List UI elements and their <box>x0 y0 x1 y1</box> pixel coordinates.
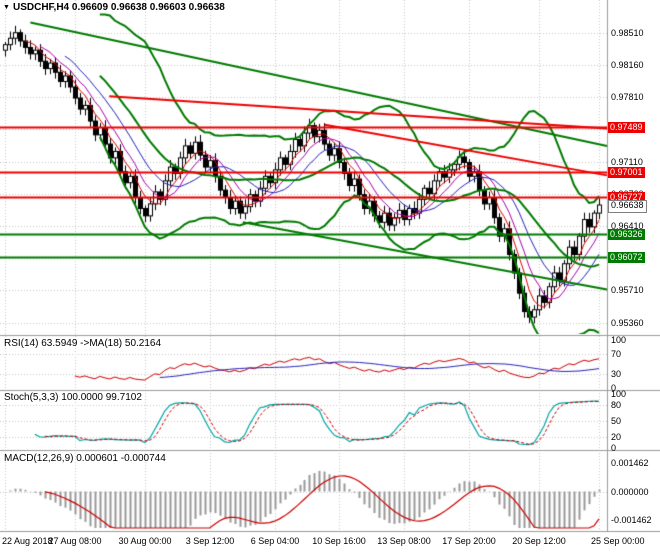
price-axis-label: 0.96410 <box>611 221 644 231</box>
price-axis-label: 0.98160 <box>611 60 644 70</box>
time-axis-label: 25 Sep 00:00 <box>591 536 645 546</box>
rsi-indicator-title: RSI(14) 63.5949 ->MA(18) 50.2164 <box>4 338 162 349</box>
price-tag-0.96638: 0.96638 <box>608 200 647 213</box>
time-axis-label: 10 Sep 16:00 <box>312 536 366 546</box>
stoch-axis-label: 20 <box>611 432 622 442</box>
time-axis-label: 3 Sep 12:00 <box>185 536 235 546</box>
stoch-axis-label: 0 <box>611 443 617 453</box>
rsi-axis-label: 70 <box>611 349 622 359</box>
time-axis-label: 13 Sep 08:00 <box>377 536 431 546</box>
price-axis-label: 0.95710 <box>611 285 644 295</box>
time-axis-label: 30 Aug 00:00 <box>118 536 172 546</box>
time-axis-label: 17 Sep 20:00 <box>442 536 496 546</box>
macd-indicator-title: MACD(12,26,9) 0.000601 -0.000744 <box>4 453 166 464</box>
stoch-axis-label: 50 <box>611 416 622 426</box>
stoch-indicator-title: Stoch(5,3,3) 100.0000 99.7102 <box>4 392 142 403</box>
macd-axis-label: -0.001462 <box>611 515 652 525</box>
time-axis-label: 27 Aug 08:00 <box>48 536 102 546</box>
macd-axis-label: 0.001462 <box>611 458 649 468</box>
price-axis-label: 0.97810 <box>611 92 644 102</box>
price-axis-label: 0.95360 <box>611 318 644 328</box>
stoch-axis-label: 80 <box>611 400 622 410</box>
symbol-marker-icon: ▼ <box>3 4 10 11</box>
price-tag-0.97489: 0.97489 <box>608 122 645 133</box>
rsi-axis-label: 30 <box>611 369 622 379</box>
chart-title: USDCHF,H4 0.96609 0.96638 0.96603 0.9663… <box>13 2 225 13</box>
time-axis-label: 6 Sep 04:00 <box>250 536 300 546</box>
stoch-axis-label: 100 <box>611 389 627 399</box>
price-tag-0.96727: 0.96727 <box>608 192 645 203</box>
price-axis-label: 0.97110 <box>611 157 643 167</box>
price-tag-0.96326: 0.96326 <box>608 229 645 240</box>
macd-axis-label: 0.000000 <box>611 487 649 497</box>
price-tag-0.96072: 0.96072 <box>608 252 645 263</box>
time-axis-label: 20 Sep 12:00 <box>512 536 566 546</box>
price-tag-0.97001: 0.97001 <box>608 167 645 178</box>
rsi-axis-label: 100 <box>611 335 627 345</box>
time-axis-label: 22 Aug 2018 <box>2 536 53 546</box>
rsi-axis-label: 0 <box>611 383 617 393</box>
price-axis-label: 0.98510 <box>611 28 644 38</box>
